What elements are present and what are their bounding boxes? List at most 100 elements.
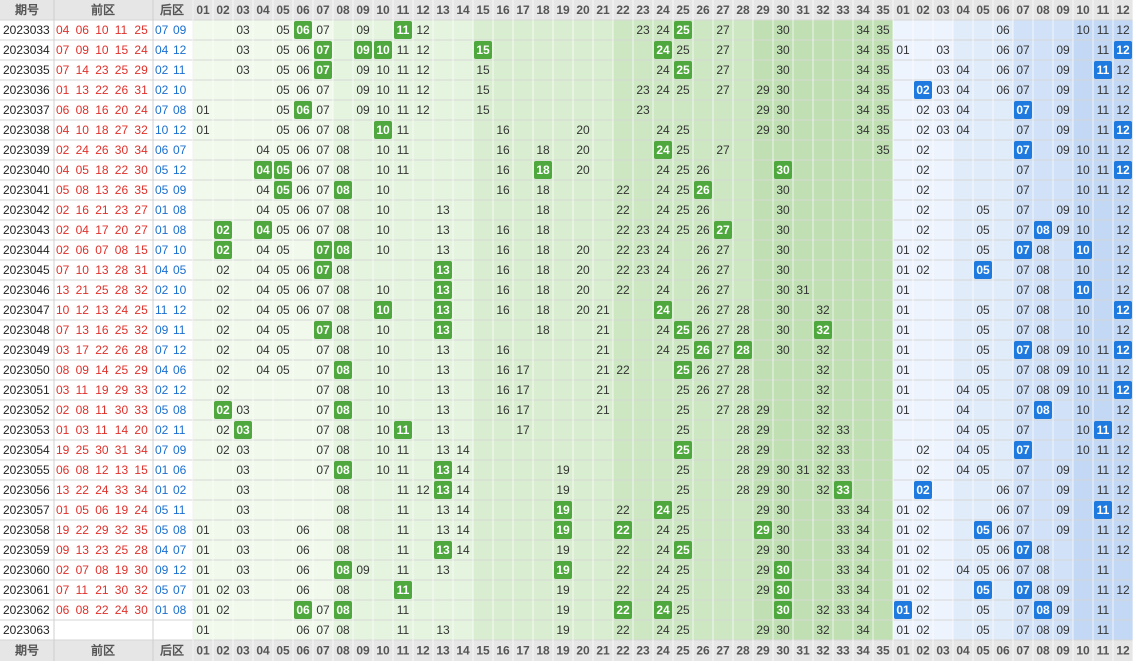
front-cell: 27 — [716, 83, 730, 97]
front-cell: 22 — [616, 183, 630, 197]
back-cell: 03 — [936, 63, 950, 77]
back-cell: 10 — [1076, 443, 1090, 457]
front-cell-hit — [354, 41, 372, 59]
front-cell-hit — [334, 461, 352, 479]
back-cell: 10 — [1076, 283, 1090, 297]
front-cell: 11 — [397, 143, 410, 157]
back-cell: 09 — [1056, 63, 1070, 77]
back-cell-hit — [1094, 421, 1112, 439]
front-cell-hit — [334, 561, 352, 579]
front-cell: 02 — [216, 243, 230, 257]
column-label: 27 — [716, 3, 730, 17]
front-cell: 06 — [296, 63, 310, 77]
front-cell: 35 — [876, 103, 890, 117]
front-cell: 08 — [336, 223, 350, 237]
front-cell: 20 — [576, 263, 590, 277]
front-number: 07 — [56, 583, 70, 597]
front-cell: 33 — [836, 583, 850, 597]
back-cell: 01 — [896, 323, 910, 337]
period: 2023059 — [3, 543, 50, 557]
front-cell: 28 — [736, 363, 750, 377]
front-cell: 16 — [496, 363, 510, 377]
back-cell: 09 — [1056, 503, 1070, 517]
front-cell: 08 — [336, 463, 350, 477]
front-cell-hit — [214, 401, 232, 419]
back-cell: 10 — [1076, 203, 1090, 217]
column-label: 07 — [1016, 644, 1030, 658]
front-cell: 32 — [816, 443, 830, 457]
column-label: 13 — [436, 3, 450, 17]
front-number: 34 — [134, 483, 148, 497]
front-number: 21 — [95, 583, 109, 597]
column-label: 08 — [1036, 644, 1050, 658]
front-number: 29 — [115, 383, 129, 397]
front-cell: 27 — [716, 223, 730, 237]
front-cell: 08 — [336, 283, 350, 297]
front-cell: 05 — [276, 363, 290, 377]
front-cell: 20 — [576, 163, 590, 177]
back-cell: 12 — [1116, 443, 1130, 457]
period: 2023034 — [3, 43, 50, 57]
back-number: 12 — [173, 343, 187, 357]
front-cell-hit — [654, 141, 672, 159]
back-number: 04 — [155, 363, 169, 377]
front-cell: 32 — [816, 343, 830, 357]
front-cell: 26 — [696, 303, 710, 317]
front-cell: 26 — [696, 323, 710, 337]
front-cell: 03 — [236, 443, 250, 457]
back-cell: 01 — [896, 623, 910, 637]
front-number: 35 — [134, 523, 148, 537]
front-cell-hit — [294, 21, 312, 39]
back-cell: 09 — [1056, 83, 1070, 97]
column-label: 10 — [1076, 644, 1090, 658]
front-cell: 25 — [676, 203, 690, 217]
front-cell: 13 — [436, 223, 450, 237]
back-cell: 11 — [1097, 363, 1110, 377]
period: 2023058 — [3, 523, 50, 537]
front-cell: 06 — [296, 543, 310, 557]
back-cell: 07 — [1016, 163, 1030, 177]
front-cell: 30 — [776, 183, 790, 197]
front-cell: 12 — [416, 83, 430, 97]
period: 2023063 — [3, 623, 50, 637]
back-cell: 11 — [1097, 343, 1110, 357]
front-cell: 25 — [676, 363, 690, 377]
front-number: 24 — [134, 503, 148, 517]
header-label: 后区 — [160, 2, 184, 17]
column-band — [593, 20, 613, 640]
back-cell-hit — [1034, 401, 1052, 419]
front-cell: 19 — [556, 523, 570, 537]
front-cell: 16 — [496, 143, 510, 157]
front-cell: 08 — [336, 623, 350, 637]
front-cell: 34 — [856, 63, 870, 77]
front-cell: 32 — [816, 483, 830, 497]
front-number: 19 — [115, 503, 129, 517]
front-number: 12 — [76, 303, 90, 317]
period: 2023051 — [3, 383, 50, 397]
back-number: 12 — [173, 303, 187, 317]
front-cell: 30 — [776, 223, 790, 237]
back-cell-hit — [974, 261, 992, 279]
front-cell: 11 — [397, 523, 410, 537]
front-cell: 01 — [196, 563, 210, 577]
back-cell: 05 — [976, 543, 990, 557]
front-number: 29 — [95, 523, 109, 537]
column-band — [893, 20, 913, 640]
front-cell: 02 — [216, 603, 230, 617]
back-number: 08 — [173, 223, 187, 237]
back-number: 06 — [173, 363, 187, 377]
back-number: 09 — [173, 23, 187, 37]
column-label: 35 — [876, 644, 890, 658]
back-cell: 01 — [896, 43, 910, 57]
front-cell-hit — [654, 501, 672, 519]
front-cell-hit — [434, 281, 452, 299]
front-cell: 08 — [336, 263, 350, 277]
column-label: 18 — [536, 3, 550, 17]
column-label: 23 — [636, 3, 650, 17]
front-cell: 09 — [356, 43, 370, 57]
front-cell-hit — [754, 521, 772, 539]
column-label: 02 — [216, 3, 230, 17]
back-cell: 01 — [896, 403, 910, 417]
column-label: 24 — [656, 644, 670, 658]
front-cell: 24 — [656, 603, 670, 617]
